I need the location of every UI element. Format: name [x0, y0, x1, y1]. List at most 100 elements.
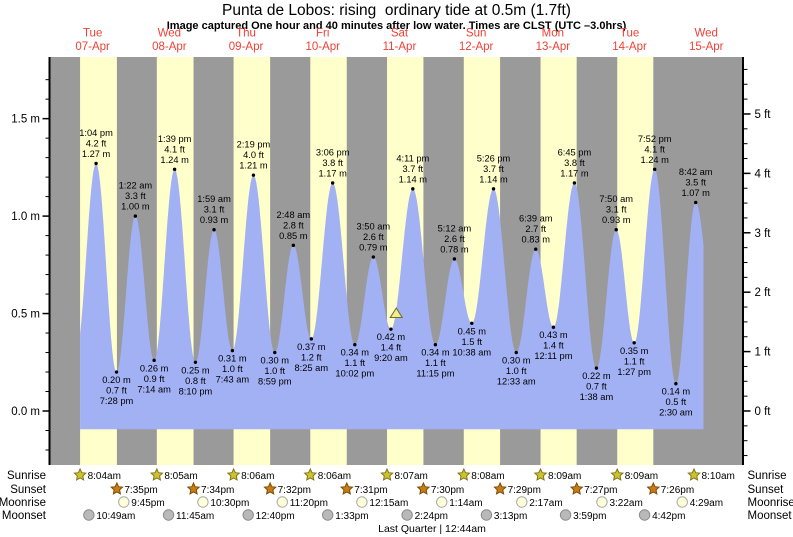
tide-event-time: 8:59 pm [258, 377, 292, 387]
tide-event-low: 0.22 m0.7 ft1:38 am [580, 366, 613, 402]
moonset-time: 10:49am [96, 511, 135, 522]
moonset-entry: 3:59pm [559, 509, 606, 522]
sunrise-entry: 8:07am [380, 467, 428, 482]
tide-event-low: 0.26 m0.9 ft7:14 am [137, 358, 171, 394]
tide-event-height-m: 0.93 m [602, 215, 631, 225]
moonset-entry: 3:13pm [480, 509, 527, 522]
tide-event-dot [330, 181, 335, 185]
tide-event-time: 12:11 pm [534, 351, 572, 361]
tide-event-time: 3:50 am [357, 222, 391, 232]
moonset-moon-icon [401, 509, 413, 521]
moonrise-time: 3:22am [609, 498, 642, 509]
tide-event-height-m: 1.21 m [239, 161, 268, 171]
tide-event-height-ft: 3.7 ft [402, 164, 423, 174]
tide-event-time: 10:02 pm [335, 369, 374, 379]
tide-event-time: 3:06 pm [316, 147, 350, 157]
tide-event-height-m: 1.27 m [82, 149, 111, 159]
sunrise-star-icon [610, 467, 625, 481]
tide-event-height-m: 0.20 m [102, 375, 131, 385]
tide-event-time: 8:42 am [679, 167, 713, 177]
sunrise-entry: 8:05am [149, 467, 198, 482]
moonrise-moon-icon [118, 496, 130, 508]
tide-event-high: 5:26 pm3.7 ft1.14 m [477, 153, 511, 191]
tide-event-height-m: 0.37 m [297, 342, 326, 352]
left-axis-tick-label: 1.5 m [11, 114, 40, 126]
moonrise-entry: 11:20pm [276, 496, 328, 509]
page-title: Punta de Lobos: rising ordinary tide at … [222, 2, 571, 19]
tide-event-height-m: 0.78 m [440, 244, 469, 254]
tide-event-time: 10:38 am [452, 347, 491, 357]
tide-event-time: 6:39 am [519, 214, 553, 224]
tide-event-time: 1:39 pm [158, 134, 192, 144]
tide-event-high: 5:12 am2.6 ft0.78 m [438, 223, 471, 261]
tide-event-time: 12:33 am [497, 377, 536, 387]
tide-event-low: 0.31 m1.0 ft7:43 am [216, 348, 250, 385]
tide-event-height-ft: 3.1 ft [204, 205, 225, 215]
sunset-entry: 7:26pm [646, 481, 694, 496]
right-axis-tick-label: 5 ft [755, 109, 772, 121]
day-name-label: Wed [695, 28, 718, 40]
tide-event-dot [491, 187, 496, 191]
moonrise-row-label-left: Moonrise [0, 497, 46, 509]
sunset-entry: 7:35pm [110, 481, 158, 496]
sunrise-star-icon [533, 467, 548, 481]
tide-event-high: 7:50 am3.1 ft0.93 m [599, 194, 633, 232]
sunrise-star-icon [303, 467, 318, 481]
day-name-label: Tue [620, 28, 639, 40]
tide-event-dot [674, 382, 678, 386]
moonset-entry: 2:24pm [401, 509, 448, 522]
tide-event-dot [389, 327, 393, 331]
tide-event-height-m: 0.35 m [620, 346, 649, 356]
tide-event-dot [534, 247, 538, 251]
tide-event-dot [632, 341, 636, 345]
moonset-time: 1:33pm [335, 511, 368, 522]
tide-event-high: 4:11 pm3.7 ft1.14 m [396, 153, 430, 191]
moonset-moon-icon [162, 509, 175, 521]
tide-event-height-m: 1.24 m [640, 155, 669, 165]
tide-event-time: 1:22 am [119, 181, 153, 191]
day-date-label: 11-Apr [383, 41, 417, 53]
tide-event-height-ft: 1.2 ft [301, 352, 322, 362]
tide-event-dot [251, 173, 256, 177]
sunset-star-icon [339, 481, 354, 495]
moonset-entry: 11:45am [162, 509, 214, 522]
tide-event-time: 11:15 pm [416, 369, 454, 379]
tide-event-high: 6:45 pm3.8 ft1.17 m [558, 147, 591, 185]
moonset-time: 3:13pm [494, 511, 527, 522]
moonrise-time: 2:17am [529, 498, 562, 509]
sunrise-time: 8:05am [164, 471, 197, 482]
day-date-label: 08-Apr [152, 41, 187, 53]
moonrise-moon-icon [276, 496, 288, 508]
tide-event-high: 1:04 pm4.2 ft1.27 m [79, 128, 113, 166]
sunset-row-label-left: Sunset [10, 484, 47, 496]
tide-event-height-ft: 4.2 ft [86, 138, 107, 148]
sunrise-time: 8:06am [241, 471, 274, 482]
sunset-entry: 7:29pm [493, 481, 541, 496]
moonset-entry: 1:33pm [322, 509, 369, 522]
tide-event-time: 7:43 am [216, 375, 250, 385]
sunset-star-icon [186, 481, 201, 495]
tide-event-time: 1:59 am [197, 194, 231, 204]
day-name-label: Sun [466, 28, 486, 40]
day-date-label: 07-Apr [75, 41, 110, 53]
day-date-label: 10-Apr [305, 41, 340, 53]
sunset-star-icon [263, 481, 277, 495]
moonrise-entry: 10:30pm [197, 496, 249, 509]
tide-event-height-ft: 2.7 ft [525, 224, 546, 234]
tide-event-height-ft: 0.8 ft [185, 376, 206, 386]
tide-event-high: 3:50 am2.6 ft0.79 m [357, 222, 391, 259]
tide-event-high: 1:22 am3.3 ft1.00 m [119, 181, 153, 218]
moonrise-entry: 2:17am [516, 496, 563, 509]
sunrise-entry: 8:09am [533, 467, 581, 482]
tide-event-high: 2:19 pm4.0 ft1.21 m [237, 140, 271, 177]
moonrise-entry: 9:45pm [118, 496, 165, 509]
tide-event-high: 8:42 am3.5 ft1.07 m [679, 167, 713, 205]
tide-event-height-ft: 3.5 ft [685, 177, 706, 187]
sunset-star-icon [493, 481, 507, 495]
tide-event-time: 2:30 am [659, 408, 693, 418]
tide-event-dot [114, 370, 119, 374]
tide-event-height-ft: 2.6 ft [444, 234, 465, 244]
